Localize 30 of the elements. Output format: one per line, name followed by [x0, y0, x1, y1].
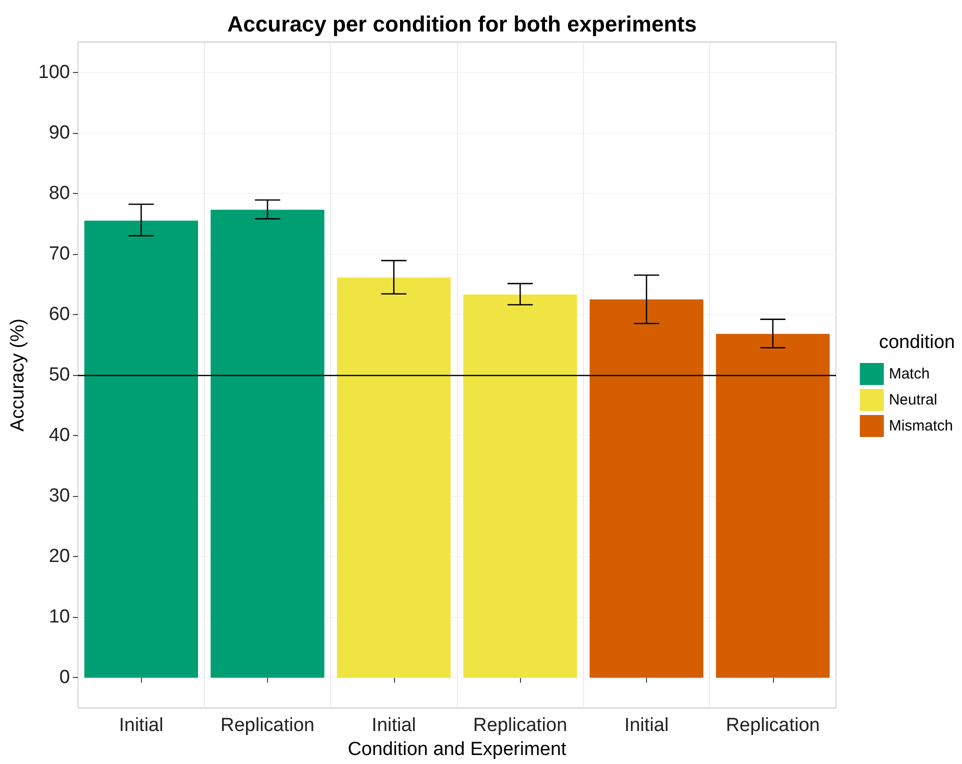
x-tick-label: Replication: [220, 715, 314, 736]
y-tick-label: 90: [48, 122, 70, 144]
y-tick-label: 70: [48, 243, 70, 264]
y-tick-label: 40: [48, 425, 70, 446]
y-axis-title: Accuracy (%): [7, 318, 28, 432]
y-tick-label: 10: [48, 606, 70, 628]
bar: [716, 334, 830, 678]
chart-title: Accuracy per condition for both experiments: [227, 12, 697, 36]
y-tick-label: 100: [38, 62, 70, 83]
y-tick-label: 80: [48, 182, 70, 204]
legend-label: Mismatch: [888, 418, 954, 434]
y-tick-label: 20: [48, 546, 70, 568]
legend-label: Match: [888, 366, 930, 382]
bar: [463, 294, 578, 678]
y-tick-label: 30: [48, 486, 70, 507]
y-tick-label: 0: [59, 667, 70, 688]
x-tick-label: Initial: [624, 715, 669, 736]
x-tick-label: Initial: [372, 715, 416, 736]
x-axis-title: Condition and Experiment: [348, 739, 568, 760]
x-tick-label: Replication: [473, 715, 568, 736]
x-tick-label: Replication: [726, 715, 820, 736]
bar: [84, 220, 198, 678]
legend-label: Neutral: [888, 392, 938, 408]
x-tick-label: Initial: [118, 715, 164, 736]
y-tick-label: 50: [48, 364, 70, 386]
bar: [210, 210, 324, 678]
legend-title: condition: [878, 332, 956, 353]
bar: [336, 278, 451, 678]
y-tick-label: 60: [48, 304, 70, 325]
bar: [590, 299, 704, 678]
